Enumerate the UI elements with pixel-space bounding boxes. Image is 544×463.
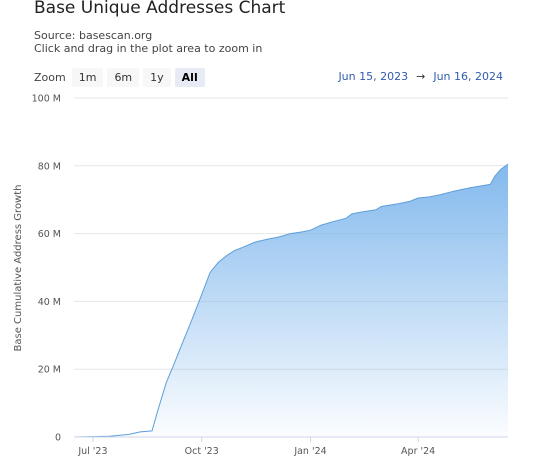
- series-line: [73, 163, 509, 438]
- y-tick-label: 100 M: [32, 94, 61, 105]
- range-to-input[interactable]: Jun 16, 2024: [433, 70, 503, 83]
- chart-hint: Click and drag in the plot area to zoom …: [34, 42, 263, 55]
- x-tick-label: Apr '24: [401, 446, 435, 457]
- y-axis: 0 20 M 40 M 60 M 80 M 100 M: [32, 94, 61, 444]
- series-area: [74, 164, 508, 437]
- y-tick-label: 20 M: [38, 365, 61, 376]
- y-tick-label: 0: [55, 433, 61, 444]
- y-tick-label: 40 M: [38, 297, 61, 308]
- date-range: Jun 15, 2023 → Jun 16, 2024: [338, 70, 503, 83]
- x-axis: Jul '23 Oct '23 Jan '24 Apr '24: [77, 437, 435, 457]
- y-tick-label: 80 M: [38, 161, 61, 172]
- range-arrow-icon: →: [416, 70, 426, 83]
- chart-source: Source: basescan.org: [34, 29, 153, 42]
- zoom-6m-button[interactable]: 6m: [107, 68, 140, 87]
- zoom-1m-button[interactable]: 1m: [71, 68, 104, 87]
- x-tick-label: Oct '23: [185, 446, 219, 457]
- range-from-input[interactable]: Jun 15, 2023: [338, 70, 409, 83]
- x-tick-label: Jan '24: [293, 446, 326, 457]
- zoom-bar: Zoom 1m 6m 1y All: [34, 68, 205, 87]
- zoom-label: Zoom: [34, 71, 66, 84]
- y-tick-label: 60 M: [38, 229, 61, 240]
- zoom-1y-button[interactable]: 1y: [143, 68, 171, 87]
- x-tick-label: Jul '23: [77, 446, 107, 457]
- zoom-all-button[interactable]: All: [174, 68, 205, 87]
- y-axis-title: Base Cumulative Address Growth: [13, 185, 24, 352]
- chart-title: Base Unique Addresses Chart: [34, 0, 286, 18]
